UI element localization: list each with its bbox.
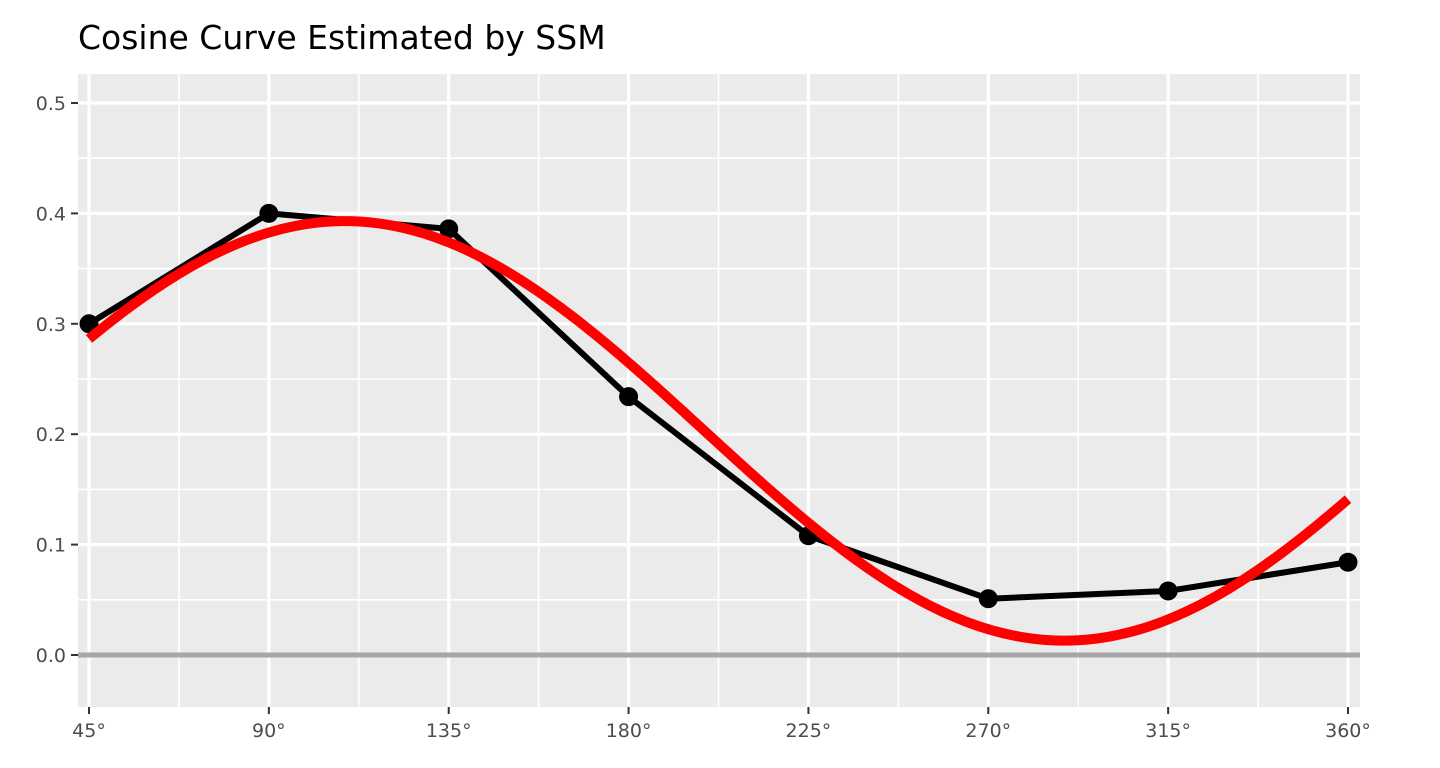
observed-point [259, 203, 279, 223]
cosine-fit-series [85, 216, 1352, 646]
x-tick-label: 270° [965, 720, 1011, 742]
y-tick-label: 0.2 [36, 424, 66, 446]
x-tick-label: 180° [606, 720, 652, 742]
y-axis: 0.0 0.1 0.2 0.3 0.4 0.5 [36, 93, 78, 667]
y-tick-label: 0.5 [36, 93, 66, 115]
observed-point [79, 314, 99, 334]
y-tick-label: 0.3 [36, 314, 66, 336]
x-tick-label: 90° [252, 720, 286, 742]
observed-point [1158, 581, 1178, 601]
y-tick-label: 0.4 [36, 203, 66, 225]
x-tick-label: 135° [426, 720, 472, 742]
observed-point [978, 589, 998, 609]
minor-grid [78, 74, 1360, 707]
chart-title: Cosine Curve Estimated by SSM [78, 18, 606, 57]
x-tick-label: 225° [786, 720, 832, 742]
observed-point [619, 387, 639, 407]
observed-point [1338, 552, 1358, 572]
y-tick-label: 0.1 [36, 535, 66, 557]
x-tick-label: 315° [1145, 720, 1191, 742]
observed-point [439, 219, 459, 239]
observed-line [87, 210, 1349, 602]
cosine-fit-curve [85, 216, 1352, 646]
x-axis: 45° 90° 135° 180° 225° 270° 315° 360° [72, 707, 1371, 742]
observed-series [79, 203, 1358, 609]
x-tick-label: 360° [1325, 720, 1371, 742]
x-tick-label: 45° [72, 720, 106, 742]
y-tick-label: 0.0 [36, 645, 66, 667]
